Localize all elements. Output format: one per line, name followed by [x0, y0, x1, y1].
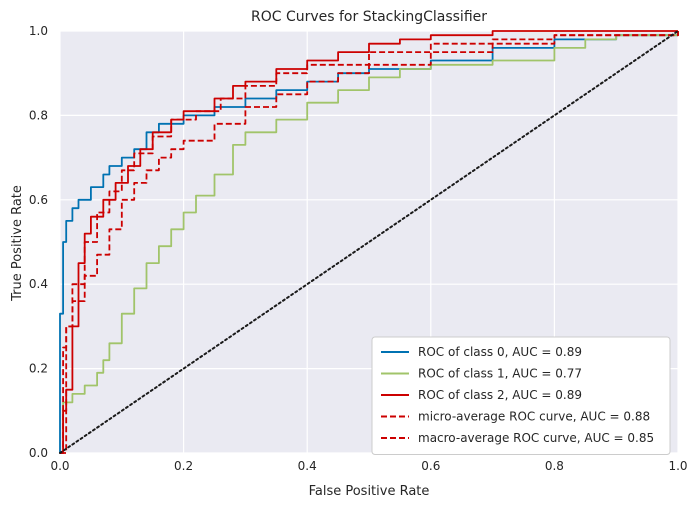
y-tick-label: 1.0 — [29, 24, 48, 38]
chart-title: ROC Curves for StackingClassifier — [251, 9, 487, 25]
grid-lines — [59, 30, 679, 454]
y-tick-label: 0.2 — [29, 362, 48, 376]
series-line-3 — [60, 31, 679, 454]
series-line-5 — [59, 30, 679, 454]
legend-box — [371, 336, 671, 455]
x-tick-label: 0.8 — [545, 459, 564, 473]
y-tick-label: 0.6 — [29, 193, 48, 207]
tick-labels: 0.0 0.2 0.4 0.6 0.8 1.0 0.0 0.2 0.4 0.6 0.8 1.0 — [29, 24, 688, 473]
x-tick-label: 0.0 — [50, 459, 69, 473]
legend: ROC of class 0, AUC = 0.89 ROC of class 1… — [371, 336, 671, 455]
y-tick-label: 0.8 — [29, 108, 48, 122]
x-tick-label: 1.0 — [668, 459, 687, 473]
series-line-2 — [60, 30, 678, 454]
legend-entry: ROC of class 1, AUC = 0.77 — [418, 367, 582, 381]
series-line-4 — [60, 31, 679, 454]
legend-entry: macro-average ROC curve, AUC = 0.85 — [418, 431, 654, 445]
legend-entry: ROC of class 2, AUC = 0.89 — [418, 388, 582, 402]
series-line-1 — [60, 31, 679, 454]
x-tick-label: 0.6 — [421, 459, 440, 473]
y-tick-label: 0.4 — [29, 277, 48, 291]
y-tick-label: 0.0 — [29, 446, 48, 460]
y-axis-label: True Positive Rate — [10, 185, 25, 302]
x-tick-label: 0.4 — [298, 459, 317, 473]
series-lines — [59, 30, 679, 454]
legend-entry: micro-average ROC curve, AUC = 0.88 — [418, 410, 650, 424]
x-tick-label: 0.2 — [174, 459, 193, 473]
x-axis-label: False Positive Rate — [309, 484, 430, 499]
legend-entry: ROC of class 0, AUC = 0.89 — [418, 345, 582, 359]
